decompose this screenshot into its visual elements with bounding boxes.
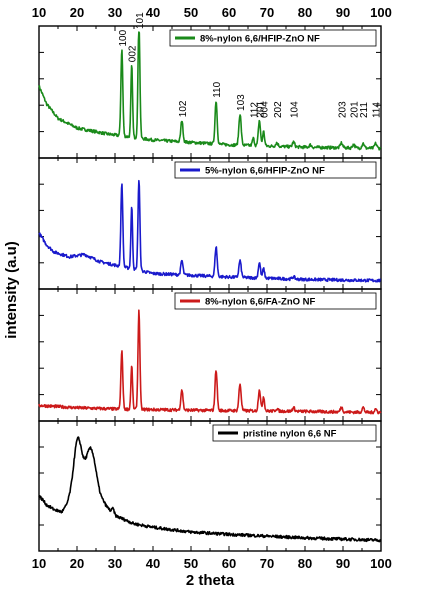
top-tick-label: 30: [108, 5, 122, 20]
series-line: [38, 31, 382, 151]
peak-label: 103: [236, 94, 247, 111]
top-tick-label: 10: [32, 5, 46, 20]
top-tick-label: 50: [184, 5, 198, 20]
legend-label: 8%-nylon 6,6/FA-ZnO NF: [205, 297, 316, 308]
legend-label: 5%-nylon 6,6/HFIP-ZnO NF: [205, 166, 325, 177]
bottom-tick-label: 90: [336, 556, 350, 571]
top-tick-label: 40: [146, 5, 160, 20]
bottom-tick-label: 30: [108, 556, 122, 571]
bottom-tick-label: 20: [70, 556, 84, 571]
top-tick-label: 90: [336, 5, 350, 20]
legend-box: [174, 161, 377, 179]
legend: 5%-nylon 6,6/HFIP-ZnO NF: [174, 161, 377, 179]
legend-label: pristine nylon 6,6 NF: [243, 429, 337, 440]
peak-label: 202: [273, 101, 284, 118]
peak-label: 112: [249, 102, 260, 118]
bottom-tick-label: 70: [260, 556, 274, 571]
peak-label: 110: [212, 81, 223, 97]
y-axis-label: intensity (a.u): [3, 241, 20, 339]
peak-label: 114: [372, 102, 383, 118]
peak-label: 101: [135, 12, 146, 29]
peak-label: 002: [128, 45, 139, 62]
top-tick-label: 60: [222, 5, 236, 20]
panel-2: 5%-nylon 6,6/HFIP-ZnO NF: [38, 157, 382, 290]
legend-box: [212, 424, 377, 442]
bottom-tick-label: 10: [32, 556, 46, 571]
top-tick-label: 80: [298, 5, 312, 20]
legend-box: [169, 29, 377, 47]
bottom-tick-label: 50: [184, 556, 198, 571]
top-tick-label: 70: [260, 5, 274, 20]
legend: 8%-nylon 6,6/FA-ZnO NF: [174, 292, 377, 310]
legend: pristine nylon 6,6 NF: [212, 424, 377, 442]
top-tick-label: 20: [70, 5, 84, 20]
panel-3: 8%-nylon 6,6/FA-ZnO NF: [38, 288, 382, 422]
peak-label: 004: [260, 101, 271, 118]
bottom-tick-label: 40: [146, 556, 160, 571]
peak-label: 100: [118, 29, 129, 46]
peak-label: 201: [350, 101, 361, 118]
bottom-tick-labels: 10 20 30 40 50 60 70 80 90 100: [32, 556, 392, 571]
peak-label: 104: [290, 101, 301, 118]
legend-box: [174, 292, 377, 310]
series-line: [38, 436, 382, 543]
x-axis-label: 2 theta: [186, 572, 235, 589]
top-tick-label: 100: [370, 5, 392, 20]
bottom-tick-label: 80: [298, 556, 312, 571]
peak-label: 203: [337, 101, 348, 118]
series-line: [38, 309, 382, 415]
peak-label: 102: [178, 100, 189, 117]
series-line: [38, 179, 381, 283]
bottom-tick-label: 100: [370, 556, 392, 571]
legend: 8%-nylon 6,6/HFIP-ZnO NF: [169, 29, 377, 47]
bottom-tick-label: 60: [222, 556, 236, 571]
panel-4: pristine nylon 6,6 NF: [38, 420, 382, 552]
legend-label: 8%-nylon 6,6/HFIP-ZnO NF: [200, 34, 320, 45]
peak-label: 211: [359, 102, 370, 118]
peak-label: 201: [255, 100, 266, 117]
top-tick-labels: 10 20 30 40 50 60 70 80 90 100: [32, 5, 392, 20]
